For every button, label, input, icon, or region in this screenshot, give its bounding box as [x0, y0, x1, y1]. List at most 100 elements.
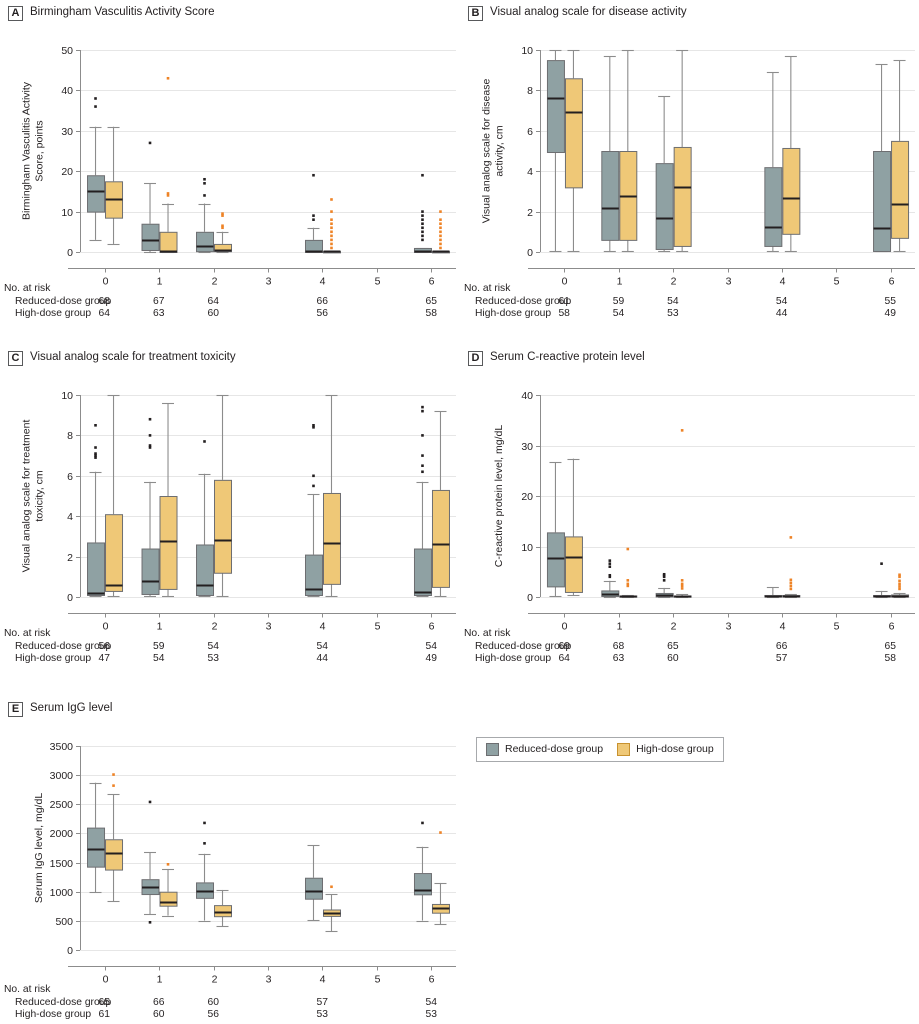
outlier-point: [680, 429, 684, 432]
outlier-point: [680, 582, 684, 586]
outlier-point: [421, 234, 424, 238]
outlier-point: [880, 562, 883, 565]
box-reduced-month-0: [546, 49, 565, 253]
outlier-point: [94, 452, 97, 455]
outlier-point: [94, 456, 97, 459]
y-tick-label: 2: [527, 207, 533, 219]
y-tick-label: 8: [527, 85, 533, 97]
at-risk-header: No. at risk: [4, 984, 51, 995]
panel-a-title: Birmingham Vasculitis Activity Score: [30, 6, 215, 19]
outlier-point: [439, 210, 442, 213]
y-axis-title: Birmingham Vasculitis Activity Score, poi…: [21, 81, 46, 220]
y-tick-label: 500: [55, 916, 73, 928]
box-reduced-month-1: [141, 800, 160, 924]
outlier-point: [221, 214, 224, 217]
panel-a: A Birmingham Vasculitis Activity Score 0…: [8, 4, 460, 287]
panel-e-header: E Serum IgG level: [8, 700, 460, 718]
at-risk-value: 49: [884, 308, 896, 320]
at-risk-value: 59: [612, 295, 625, 307]
box-high-month-6: [431, 410, 450, 598]
panel-c-header: C Visual analog scale for treatment toxi…: [8, 349, 460, 367]
outlier-point: [898, 585, 901, 588]
outlier-point: [421, 238, 424, 242]
y-axis-title: Serum IgG level, mg/dL: [33, 793, 45, 903]
panel-a-at-risk: No. at risk Reduced-dose group 68 67 64 66 65 H…: [4, 283, 437, 321]
at-risk-row: High-dose group 61 60 56 53 53: [4, 1009, 437, 1022]
box-reduced-month-0: [546, 461, 565, 598]
at-risk-value: 53: [425, 1009, 437, 1021]
x-tick-label: 4: [780, 276, 786, 288]
outlier-point: [421, 405, 424, 409]
legend-item-reduced-dose: Reduced-dose group: [486, 743, 603, 756]
outlier-point: [439, 242, 442, 246]
panel-c-tag: C: [8, 350, 23, 366]
at-risk-value: 58: [558, 308, 570, 320]
at-risk-value: 66: [775, 640, 788, 652]
at-risk-row: High-dose group 58 54 53 44 49: [464, 308, 896, 321]
outlier-point: [421, 409, 424, 413]
outlier-point: [112, 773, 115, 776]
at-risk-value: 65: [425, 295, 437, 307]
panel-e-title: Serum IgG level: [30, 702, 113, 715]
y-axis-title: Visual analog scale for disease activity,…: [481, 79, 506, 224]
x-tick-label: 4: [320, 974, 326, 986]
at-risk-value: 63: [153, 308, 165, 320]
at-risk-value: 54: [153, 653, 165, 665]
box-high-month-2: [673, 429, 692, 599]
outlier-point: [662, 579, 666, 582]
at-risk-value: 56: [98, 640, 110, 652]
y-tick-label: 40: [521, 390, 533, 402]
x-tick-label: 4: [320, 276, 326, 288]
x-tick-label: 3: [726, 276, 732, 288]
outlier-point: [94, 446, 97, 449]
outlier-point: [330, 238, 333, 242]
x-tick-label: 5: [375, 276, 381, 288]
box-high-month-2: [214, 212, 233, 254]
box-reduced-month-2: [196, 440, 215, 598]
x-tick-label: 4: [780, 621, 786, 633]
y-tick-label: 0: [527, 247, 533, 259]
at-risk-row: High-dose group 64 63 60 56 58: [4, 308, 437, 321]
outlier-point: [94, 105, 97, 108]
at-risk-value: 65: [667, 640, 679, 652]
at-risk-value: 49: [425, 653, 437, 665]
at-risk-value: 63: [612, 653, 625, 665]
at-risk-value: 60: [153, 1009, 165, 1021]
at-risk-value: 54: [612, 308, 625, 320]
at-risk-value: 60: [207, 308, 219, 320]
outlier-point: [898, 579, 901, 583]
at-risk-row-label: Reduced-dose group: [15, 295, 112, 307]
outlier-point: [148, 141, 152, 145]
at-risk-header: No. at risk: [464, 628, 511, 639]
outlier-point: [330, 885, 333, 889]
outlier-point: [166, 192, 170, 195]
outlier-point: [330, 218, 333, 221]
outlier-point: [439, 222, 442, 226]
at-risk-value: 55: [884, 295, 896, 307]
outlier-point: [94, 424, 97, 427]
x-tick-label: 5: [375, 974, 381, 986]
outlier-point: [312, 424, 315, 427]
y-tick-label: 6: [527, 126, 533, 138]
legend-label-reduced-dose: Reduced-dose group: [505, 743, 604, 756]
at-risk-row-label: High-dose group: [15, 1009, 92, 1021]
box-reduced-month-4: [304, 844, 323, 922]
outlier-point: [312, 474, 315, 478]
box-high-month-4: [322, 885, 341, 933]
at-risk-value: 56: [316, 308, 328, 320]
outlier-point: [203, 177, 206, 181]
at-risk-value: 65: [98, 996, 110, 1008]
outlier-point: [626, 579, 630, 582]
at-risk-row-label: Reduced-dose group: [15, 996, 112, 1008]
outlier-point: [898, 587, 901, 591]
outlier-point: [221, 226, 224, 230]
at-risk-value: 68: [612, 640, 625, 652]
outlier-point: [330, 230, 333, 234]
panel-d-plot: 0 10 20 30 40 C-reactive protein level, mg/dL…: [468, 367, 919, 632]
outlier-point: [330, 210, 333, 213]
at-risk-value: 67: [153, 295, 165, 307]
box-reduced-month-6: [873, 63, 892, 253]
